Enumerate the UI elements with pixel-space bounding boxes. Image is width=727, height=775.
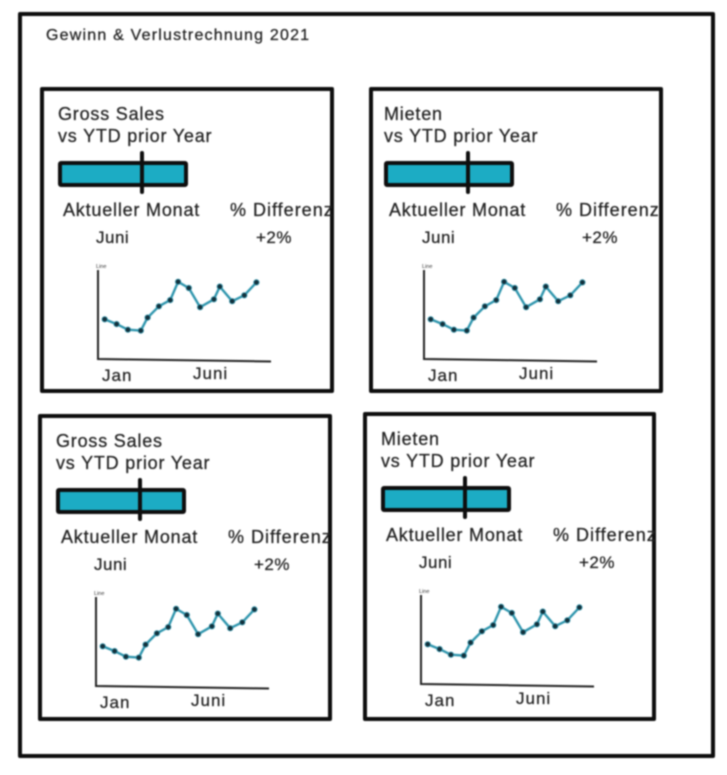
svg-text:Jan: Jan xyxy=(428,366,458,385)
svg-text:Jan: Jan xyxy=(425,691,455,710)
svg-text:Juni: Juni xyxy=(193,364,228,383)
svg-text:Line: Line xyxy=(96,264,106,270)
svg-text:Jan: Jan xyxy=(100,693,130,712)
svg-text:Jan: Jan xyxy=(102,366,132,385)
svg-text:Line: Line xyxy=(422,264,432,270)
svg-text:Juni: Juni xyxy=(191,691,226,710)
svg-text:Line: Line xyxy=(419,589,429,595)
svg-text:Juni: Juni xyxy=(519,364,554,383)
svg-text:Juni: Juni xyxy=(516,689,551,708)
svg-text:Line: Line xyxy=(94,591,104,597)
